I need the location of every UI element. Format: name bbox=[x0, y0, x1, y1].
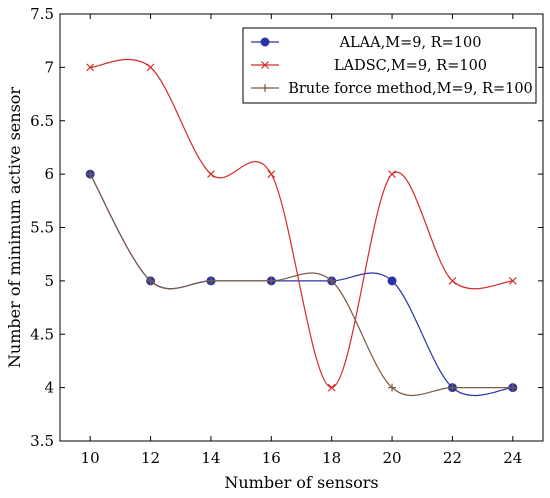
data-point bbox=[508, 276, 517, 285]
data-point bbox=[327, 276, 336, 285]
y-tick-label: 3.5 bbox=[30, 432, 54, 450]
x-tick-label: 14 bbox=[201, 449, 220, 467]
legend-marker bbox=[261, 84, 269, 92]
data-point bbox=[388, 383, 397, 392]
legend-marker bbox=[261, 61, 269, 69]
data-point bbox=[206, 276, 215, 285]
data-point bbox=[267, 276, 276, 285]
legend-marker bbox=[260, 37, 270, 47]
data-point bbox=[388, 170, 396, 179]
legend-item: ALAA,M=9, R=100 bbox=[251, 35, 481, 51]
x-tick-label: 20 bbox=[383, 449, 402, 467]
series-line bbox=[89, 173, 513, 397]
x-axis-title: Number of sensors bbox=[224, 473, 378, 492]
y-tick-label: 7 bbox=[44, 58, 54, 76]
y-tick-label: 6 bbox=[44, 165, 54, 183]
data-point bbox=[146, 276, 155, 285]
y-axis-title: Number of minimum active sensor bbox=[5, 87, 24, 368]
x-tick-label: 24 bbox=[503, 449, 522, 467]
data-point bbox=[267, 170, 276, 179]
series-line bbox=[89, 173, 513, 397]
data-point bbox=[448, 276, 457, 285]
series-2 bbox=[86, 58, 517, 392]
series-line bbox=[90, 58, 513, 389]
legend-label: LADSC,M=9, R=100 bbox=[334, 58, 487, 74]
y-tick-label: 5 bbox=[44, 272, 54, 290]
y-tick-label: 5.5 bbox=[30, 219, 54, 237]
legend-box bbox=[242, 27, 537, 104]
series-3 bbox=[86, 170, 517, 397]
data-point bbox=[448, 383, 457, 392]
legend: ALAA,M=9, R=100 LADSC,M=9, R=100 Brute for… bbox=[242, 27, 537, 104]
ticks-layer: 10 12 14 16 18 20 22 24 3.5 4 4.5 5 5.5 6 6.5 7 7.5 bbox=[30, 5, 543, 467]
x-tick-label: 18 bbox=[322, 449, 341, 467]
y-tick-label: 4 bbox=[44, 379, 54, 397]
y-tick-label: 6.5 bbox=[30, 112, 54, 130]
x-tick-label: 16 bbox=[262, 449, 281, 467]
x-tick-label: 22 bbox=[443, 449, 462, 467]
data-point bbox=[387, 276, 397, 286]
x-tick-label: 12 bbox=[141, 449, 160, 467]
data-point bbox=[207, 170, 215, 179]
data-point bbox=[86, 63, 95, 72]
data-point bbox=[146, 63, 155, 72]
data-point bbox=[86, 170, 95, 179]
legend-item: LADSC,M=9, R=100 bbox=[251, 58, 487, 74]
x-tick-label: 10 bbox=[81, 449, 100, 467]
data-point bbox=[508, 383, 517, 392]
y-tick-label: 4.5 bbox=[30, 325, 54, 343]
legend-label: ALAA,M=9, R=100 bbox=[339, 35, 482, 51]
data-point bbox=[327, 383, 336, 392]
legend-item: Brute force method,M=9, R=100 bbox=[251, 81, 533, 97]
series-layer bbox=[85, 58, 518, 397]
y-tick-label: 7.5 bbox=[30, 5, 54, 23]
legend-label: Brute force method,M=9, R=100 bbox=[288, 81, 533, 97]
